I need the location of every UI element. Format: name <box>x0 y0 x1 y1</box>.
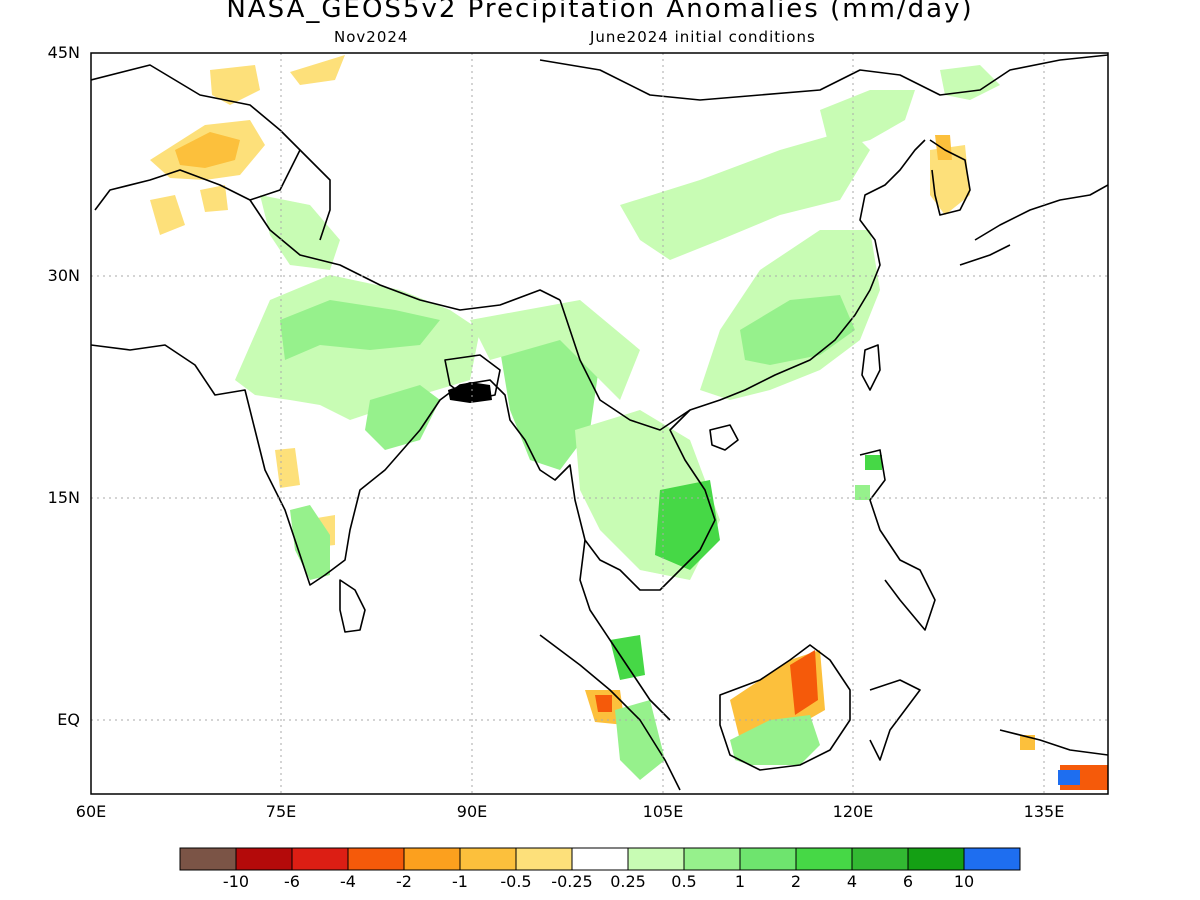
coast-png <box>999 729 1108 756</box>
colorbar-label: 0.5 <box>671 872 697 891</box>
wet-patch-manchuria <box>940 65 1000 100</box>
border-bangladesh <box>444 354 501 401</box>
lat-label-45n: 45N <box>47 43 80 62</box>
dry-patch-png-edge <box>1020 735 1035 750</box>
dry-patch-sumatra-core <box>595 695 612 712</box>
coast-malay-peninsula <box>579 539 671 721</box>
wet-patch-kerala <box>290 505 330 580</box>
colorbar-swatch <box>459 847 517 871</box>
colorbar-swatch <box>739 847 797 871</box>
colorbar-label: -6 <box>284 872 300 891</box>
colorbar-swatch <box>235 847 293 871</box>
coast-philippines <box>859 449 936 631</box>
wet-patch-east-india <box>365 385 440 450</box>
dry-patch-korea <box>930 145 970 215</box>
colorbar-swatch <box>403 847 461 871</box>
border-afghanistan <box>91 64 301 211</box>
coast-korea <box>929 139 971 216</box>
colorbar-swatch <box>515 847 573 871</box>
coast-taiwan <box>861 344 881 391</box>
colorbar-swatch <box>683 847 741 871</box>
lat-label-30n: 30N <box>47 266 80 285</box>
dry-patch-iran <box>150 195 185 235</box>
colorbar-label: 0.25 <box>610 872 646 891</box>
colorbar-label: -1 <box>452 872 468 891</box>
colorbar-swatch <box>963 847 1021 871</box>
colorbar-label: 10 <box>953 872 975 891</box>
colorbar-swatch <box>571 847 629 871</box>
dry-patch-kazakh-2 <box>290 55 345 85</box>
coast-sulawesi <box>869 679 921 761</box>
lon-label-75e: 75E <box>265 802 297 821</box>
colorbar-label: -10 <box>222 872 250 891</box>
dry-patch-borneo-core <box>790 650 818 715</box>
coast-russia-north <box>539 54 1108 101</box>
wet-patch-png-wet <box>1058 770 1080 785</box>
dry-patch-india-west <box>275 448 300 488</box>
bangladesh-delta <box>448 382 492 403</box>
wet-patch-gangetic-core <box>280 300 440 360</box>
colorbar-label: 4 <box>846 872 858 891</box>
colorbar-swatch <box>851 847 909 871</box>
wet-patch-burma-light <box>470 300 640 400</box>
border-indochina <box>559 299 691 431</box>
wet-patch-sumatra <box>615 700 665 780</box>
dry-patch-afghanistan-core <box>175 132 240 168</box>
coast-arabian-sea <box>91 139 926 591</box>
gridlines <box>91 53 1108 794</box>
wet-patch-mindanao <box>855 485 870 500</box>
colorbar-swatch <box>795 847 853 871</box>
lon-label-135e: 135E <box>1023 802 1065 821</box>
colorbar-label: 6 <box>902 872 914 891</box>
border-himalaya <box>249 199 561 311</box>
coast-sri-lanka <box>339 579 366 633</box>
lat-label-15n: 15N <box>47 488 80 507</box>
border-china-west <box>299 149 331 241</box>
wet-patch-north-china <box>820 90 915 150</box>
lon-label-60e: 60E <box>75 802 107 821</box>
coast-sumatra <box>539 634 681 791</box>
plot-frame <box>90 52 1109 795</box>
lon-label-120e: 120E <box>832 802 874 821</box>
coast-borneo <box>719 644 851 771</box>
colorbar-swatch <box>907 847 965 871</box>
colorbar-label: -2 <box>396 872 412 891</box>
colorbar-label: -4 <box>340 872 356 891</box>
dry-patch-kazakh <box>210 65 260 105</box>
wet-patch-malaya <box>610 635 645 680</box>
colorbar-label: -0.5 <box>500 872 532 891</box>
coast-japan <box>959 184 1108 266</box>
wet-patch-borneo-south <box>730 715 820 765</box>
colorbar-swatch <box>347 847 405 871</box>
colorbar-label: -0.25 <box>551 872 593 891</box>
chart-title: NASA_GEOS5v2 Precipitation Anomalies (mm… <box>226 0 974 24</box>
colorbar-swatch <box>291 847 349 871</box>
colorbar-swatch <box>179 847 237 871</box>
wet-patch-central-china <box>620 130 870 260</box>
coastlines <box>91 54 1108 791</box>
wet-patch-burma <box>500 330 600 470</box>
colorbar-label: 1 <box>734 872 746 891</box>
wet-patch-luzon <box>865 455 882 470</box>
dry-patch-pakistan <box>200 185 228 212</box>
lat-label-eq: EQ <box>57 710 80 729</box>
wet-patch-vietnam-core <box>655 480 720 570</box>
forecast-month: Nov2024 <box>334 28 409 46</box>
colorbar-swatch <box>627 847 685 871</box>
colorbar-label: 2 <box>790 872 802 891</box>
colorbar <box>179 847 1021 871</box>
wet-patch-himalaya <box>260 195 340 270</box>
dry-patch-korea-core <box>935 135 952 160</box>
lon-label-105e: 105E <box>642 802 684 821</box>
initial-conditions: June2024 initial conditions <box>590 28 816 46</box>
lon-label-90e: 90E <box>456 802 488 821</box>
wet-anomaly-patches <box>235 65 1080 785</box>
coast-hainan <box>709 424 739 451</box>
